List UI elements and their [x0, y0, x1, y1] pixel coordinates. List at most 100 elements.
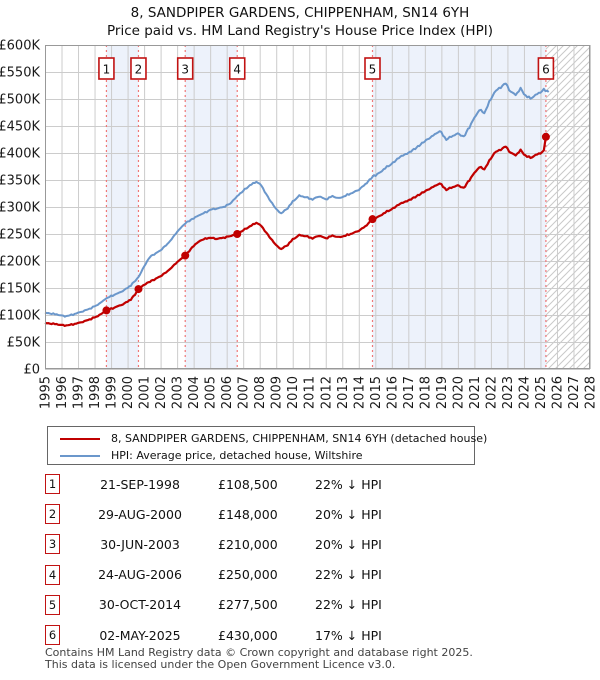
sale-marker-box: [537, 57, 555, 80]
x-axis-tick-label: 2015: [369, 376, 384, 409]
x-axis-tick-label: 2018: [418, 376, 433, 409]
x-axis-tick-label: 2004: [187, 376, 202, 409]
sale-date-cell: 02-MAY-2025: [99, 627, 181, 643]
sale-point-dot: [541, 132, 550, 141]
sale-marker-number: 3: [181, 63, 189, 77]
x-axis-tick-label: 2002: [154, 376, 169, 409]
x-axis-tick-label: 2022: [484, 376, 499, 409]
sale-marker-box: [228, 57, 246, 80]
sale-date-cell: 30-JUN-2003: [100, 536, 180, 552]
sale-number-box: 3: [45, 534, 60, 555]
sale-marker-number: 5: [369, 63, 377, 77]
sale-date-cell: 29-AUG-2000: [98, 506, 182, 522]
sale-hpi-delta-cell: 20% ↓ HPI: [315, 506, 382, 522]
y-axis-tick-label: £250K: [0, 228, 40, 243]
x-axis-tick-label: 2006: [220, 376, 235, 409]
y-axis-tick-label: £450K: [0, 120, 40, 135]
y-axis-tick-label: £50K: [7, 336, 41, 351]
hpi-line-swatch: [60, 454, 100, 457]
page-title: 8, SANDPIPER GARDENS, CHIPPENHAM, SN14 6…: [130, 5, 470, 21]
sale-point-dot: [102, 306, 111, 315]
x-axis-tick-label: 2019: [435, 376, 450, 409]
sale-date-cell: 21-SEP-1998: [100, 476, 180, 492]
footer-line1: Contains HM Land Registry data © Crown c…: [45, 646, 473, 659]
x-axis-tick-label: 2017: [402, 376, 417, 409]
x-axis-tick-label: 2023: [501, 376, 516, 409]
x-axis-tick-label: 2013: [336, 376, 351, 409]
sale-price-cell: £277,500: [218, 597, 278, 613]
x-axis-tick-label: 2027: [567, 376, 582, 409]
x-axis-tick-label: 2028: [584, 376, 599, 409]
sales-table: 1 21-SEP-1998 £108,500 22% ↓ HPI 2 29-AUG-200…: [45, 469, 565, 650]
legend-item-price: 8, SANDPIPER GARDENS, CHIPPENHAM, SN14 6…: [60, 430, 487, 447]
gridlines: [45, 45, 591, 370]
y-axis-tick-label: £500K: [0, 93, 40, 108]
x-axis-tick-label: 1996: [55, 376, 70, 409]
y-axis-tick-label: £100K: [0, 309, 40, 324]
sale-marker-number: 2: [135, 63, 143, 77]
table-row: 4 24-AUG-2006 £250,000 22% ↓ HPI: [45, 560, 565, 590]
x-axis-tick-label: 2021: [468, 376, 483, 409]
x-axis-tick-label: 2007: [237, 376, 252, 409]
attribution-footer: Contains HM Land Registry data © Crown c…: [45, 647, 585, 670]
legend-label: HPI: Average price, detached house, Wilt…: [111, 449, 363, 462]
x-axis-tick-label: 2001: [138, 376, 153, 409]
x-axis-tick-label: 2016: [385, 376, 400, 409]
x-axis-tick-label: 1998: [88, 376, 103, 409]
sale-hpi-delta-cell: 22% ↓ HPI: [315, 597, 382, 613]
sale-point-dot: [233, 230, 242, 238]
x-axis-tick-label: 1995: [39, 376, 54, 409]
table-row: 5 30-OCT-2014 £277,500 22% ↓ HPI: [45, 590, 565, 620]
sale-marker-number: 6: [542, 63, 550, 77]
hpi-line: [44, 82, 550, 318]
y-axis-tick-label: £550K: [0, 66, 40, 81]
table-row: 1 21-SEP-1998 £108,500 22% ↓ HPI: [45, 469, 565, 499]
sale-number-box: 6: [45, 625, 60, 646]
sale-hpi-delta-cell: 22% ↓ HPI: [315, 567, 382, 583]
x-axis-tick-label: 2010: [286, 376, 301, 409]
x-axis-tick-label: 2005: [204, 376, 219, 409]
sale-point-dot: [368, 215, 377, 224]
sale-number-box: 4: [45, 564, 60, 585]
y-axis-tick-label: £600K: [0, 39, 40, 54]
sale-hpi-delta-cell: 22% ↓ HPI: [315, 476, 382, 492]
x-axis-tick-label: 2009: [270, 376, 285, 409]
y-axis-tick-label: £200K: [0, 255, 40, 270]
sale-number-box: 1: [45, 474, 60, 495]
plot-border: [45, 45, 590, 369]
y-axis-tick-label: £150K: [0, 282, 40, 297]
y-axis-tick-label: £400K: [0, 147, 40, 162]
sale-price-cell: £250,000: [218, 567, 278, 583]
legend-item-hpi: HPI: Average price, detached house, Wilt…: [60, 447, 474, 464]
sale-number-box: 2: [45, 504, 60, 525]
sale-price-cell: £430,000: [218, 627, 278, 643]
y-axis-tick-label: £300K: [0, 201, 40, 216]
price-line-swatch: [60, 437, 100, 440]
sale-price-cell: £210,000: [218, 536, 278, 552]
chart-legend: 8, SANDPIPER GARDENS, CHIPPENHAM, SN14 6…: [47, 426, 487, 465]
x-axis-tick-label: 2012: [319, 376, 334, 409]
price-history-chart: 1 2 3 4 5 6 £0 £50K £100K £150K £200K £250K £300K £35…: [0, 39, 599, 410]
x-axis-tick-label: 2003: [171, 376, 186, 409]
sale-date-cell: 30-OCT-2014: [98, 597, 182, 613]
sale-number-box: 5: [45, 594, 60, 615]
x-axis-tick-label: 2026: [550, 376, 565, 409]
x-axis-tick-label: 2008: [253, 376, 268, 409]
y-axis-tick-label: £350K: [0, 174, 40, 189]
x-axis-tick-label: 2024: [517, 376, 532, 409]
sale-marker-box: [176, 57, 194, 80]
sale-point-dot: [181, 251, 190, 260]
table-row: 6 02-MAY-2025 £430,000 17% ↓ HPI: [45, 620, 565, 650]
sale-price-cell: £148,000: [218, 506, 278, 522]
y-axis-tick-label: £0: [23, 363, 40, 378]
sale-price-cell: £108,500: [218, 476, 278, 492]
sale-point-dot: [134, 285, 143, 294]
x-axis-tick-label: 2014: [352, 376, 367, 409]
page-subtitle: Price paid vs. HM Land Registry's House …: [107, 23, 493, 39]
table-row: 2 29-AUG-2000 £148,000 20% ↓ HPI: [45, 499, 565, 529]
price-paid-line: [44, 136, 547, 327]
sale-marker-number: 1: [103, 63, 111, 77]
footer-line2: This data is licensed under the Open Gov…: [45, 657, 396, 671]
table-row: 3 30-JUN-2003 £210,000 20% ↓ HPI: [45, 529, 565, 559]
